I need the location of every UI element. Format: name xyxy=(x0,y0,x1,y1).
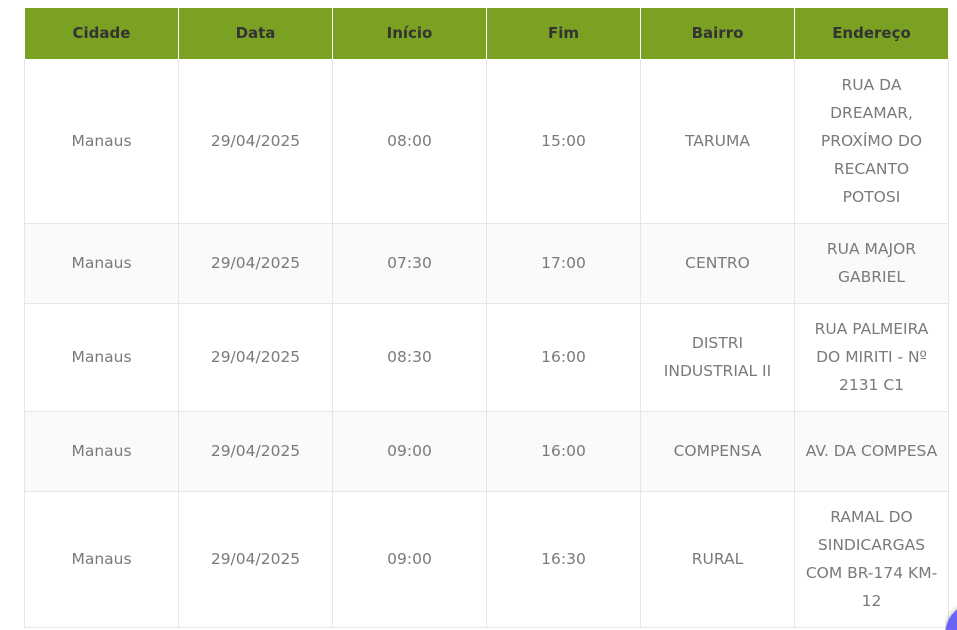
cell-cidade: Manaus xyxy=(24,490,179,628)
cell-fim: 16:30 xyxy=(486,490,641,628)
cell-cidade: Manaus xyxy=(24,410,179,492)
cell-fim: 15:00 xyxy=(486,58,641,224)
cell-bairro: COMPENSA xyxy=(640,410,795,492)
cell-endereco: RAMAL DO SINDICARGAS COM BR-174 KM-12 xyxy=(794,490,949,628)
header-endereco: Endereço xyxy=(794,8,949,60)
cell-bairro: CENTRO xyxy=(640,222,795,304)
cell-bairro: RURAL xyxy=(640,490,795,628)
cell-endereco: AV. DA COMPESA xyxy=(794,410,949,492)
table-row: Manaus 29/04/2025 08:00 15:00 TARUMA RUA DA D… xyxy=(24,58,949,224)
header-fim: Fim xyxy=(486,8,641,60)
cell-data: 29/04/2025 xyxy=(178,302,333,412)
table-row: Manaus 29/04/2025 07:30 17:00 CENTRO RUA MAJO… xyxy=(24,222,949,304)
cell-data: 29/04/2025 xyxy=(178,410,333,492)
cell-data: 29/04/2025 xyxy=(178,490,333,628)
cell-fim: 16:00 xyxy=(486,410,641,492)
cell-data: 29/04/2025 xyxy=(178,58,333,224)
schedule-table: Cidade Data Início Fim Bairro Endereço M… xyxy=(24,8,949,628)
cell-inicio: 08:00 xyxy=(332,58,487,224)
table-row: Manaus 29/04/2025 08:30 16:00 DISTRI INDUSTR… xyxy=(24,302,949,412)
cell-endereco: RUA MAJOR GABRIEL xyxy=(794,222,949,304)
cell-bairro: DISTRI INDUSTRIAL II xyxy=(640,302,795,412)
table-row: Manaus 29/04/2025 09:00 16:00 COMPENSA AV. DA… xyxy=(24,410,949,492)
cell-endereco: RUA PALMEIRA DO MIRITI - Nº 2131 C1 xyxy=(794,302,949,412)
cell-bairro: TARUMA xyxy=(640,58,795,224)
cell-inicio: 09:00 xyxy=(332,490,487,628)
chat-button[interactable] xyxy=(945,603,957,630)
header-inicio: Início xyxy=(332,8,487,60)
cell-fim: 16:00 xyxy=(486,302,641,412)
cell-inicio: 08:30 xyxy=(332,302,487,412)
cell-fim: 17:00 xyxy=(486,222,641,304)
cell-endereco: RUA DA DREAMAR, PROXÍMO DO RECANTO POTOS… xyxy=(794,58,949,224)
cell-cidade: Manaus xyxy=(24,58,179,224)
header-cidade: Cidade xyxy=(24,8,179,60)
header-data: Data xyxy=(178,8,333,60)
cell-cidade: Manaus xyxy=(24,302,179,412)
table-row: Manaus 29/04/2025 09:00 16:30 RURAL RAMAL DO … xyxy=(24,490,949,628)
header-row: Cidade Data Início Fim Bairro Endereço xyxy=(24,8,949,60)
cell-cidade: Manaus xyxy=(24,222,179,304)
header-bairro: Bairro xyxy=(640,8,795,60)
cell-inicio: 07:30 xyxy=(332,222,487,304)
cell-data: 29/04/2025 xyxy=(178,222,333,304)
cell-inicio: 09:00 xyxy=(332,410,487,492)
